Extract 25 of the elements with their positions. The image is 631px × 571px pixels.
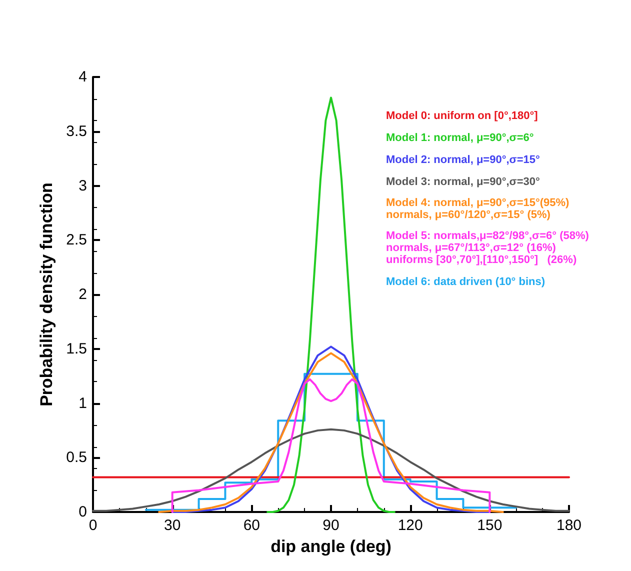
y-tick-label: 0.5 [66,449,87,466]
text: Model 2: normal, μ=90°,σ=15° [386,154,540,166]
y-tick-label: 0 [78,504,87,520]
y-tick-label: 4 [78,68,87,86]
text: Model 1: normal, μ=90°,σ=6° [386,132,534,144]
y-tick-label: 1.5 [66,340,87,358]
x-tick-label: 30 [164,517,181,534]
y-tick-label: 2.5 [66,232,87,249]
line-series [171,378,491,513]
text: Model 3: normal, μ=90°,σ=30° [386,176,540,188]
text: Model 0: uniform on [0°,180°] [386,110,538,122]
x-tick-label: 90 [322,517,340,534]
text: Model 5: normals,μ=82°/98°,σ=6° (58%) normals, μ=67°/113°,σ=12° (16%) uniforms [30°,70°],[110°,150°] (26%) [386,230,590,266]
y-tick-label: 2 [78,286,87,303]
x-tick-label: 150 [477,517,502,534]
y-tick-label: 3 [78,177,87,194]
x-tick-label: 120 [398,517,423,534]
y-axis-title: Probability density function [37,182,56,406]
x-tick-label: 180 [556,517,582,534]
y-tick-label: 3.5 [66,122,87,140]
text: Model 6: data driven (10° bins) [386,276,546,288]
x-axis-title: dip angle (deg) [270,537,392,556]
x-tick-label: 60 [243,517,260,534]
y-tick-label: 1 [78,394,87,412]
text: Model 4: normal, μ=90°,σ=15°(95%) normals, μ=60°/120°,σ=15° (5%) [386,197,570,221]
